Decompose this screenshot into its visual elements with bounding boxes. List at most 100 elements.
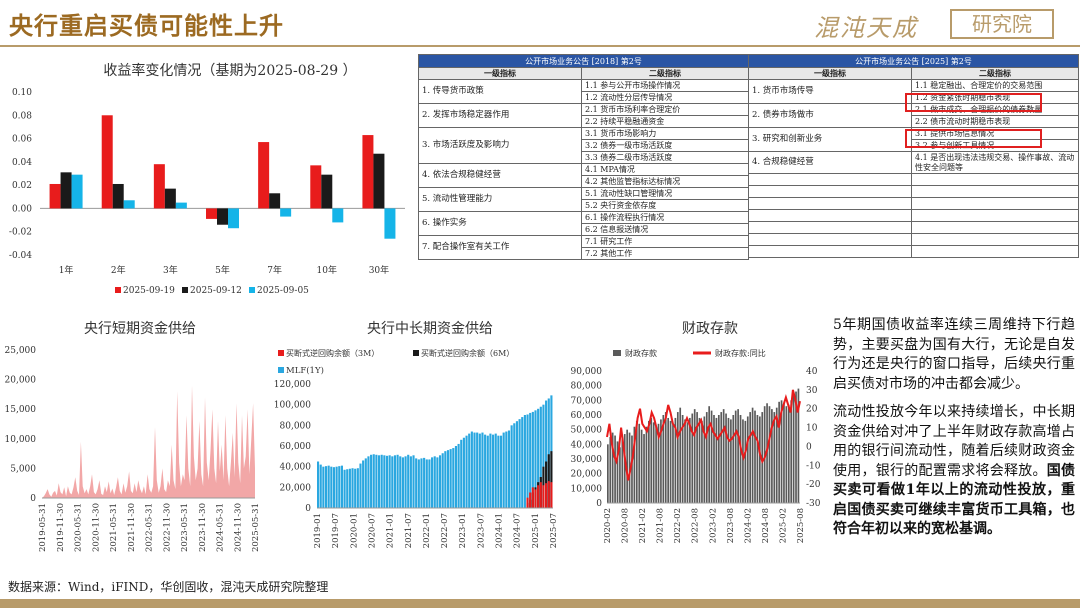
x-tick-label: 2023-05-31 <box>180 503 190 552</box>
table-2025-level2: 2.2 债市流动时期稳市表现 <box>911 115 1079 128</box>
bar-fiscal-deposit <box>638 423 641 503</box>
highlight-box-1-2 <box>905 93 1042 112</box>
table-2018-level2: 3.2 债券一级市场活跃度 <box>581 139 749 152</box>
bar-reverse-repo-3m <box>550 482 553 508</box>
bar-fiscal-deposit <box>756 415 759 503</box>
y-tick-label: -0.04 <box>9 251 32 261</box>
table-2025-empty-cell <box>748 221 912 234</box>
bar-mlf <box>388 455 391 508</box>
y-tick-label: 60,000 <box>571 411 603 421</box>
table-2025-level2: 1.1 稳定融出、合理定价的交易范围 <box>911 79 1079 92</box>
bar-fiscal-deposit <box>691 413 694 503</box>
short-chart-title: 央行短期资金供给 <box>84 321 196 337</box>
x-tick-label: 2025-02 <box>778 508 788 543</box>
bar-reverse-repo-3m <box>529 492 532 508</box>
table-2025-empty-cell <box>911 245 1079 258</box>
x-tick-label: 2023-11-30 <box>198 503 208 552</box>
bar-fiscal-deposit <box>727 417 730 503</box>
table-2018-row: 7. 配合操作室有关工作 7.1 研究工作 <box>418 235 749 260</box>
bar-fiscal-deposit <box>616 441 619 503</box>
table-2018-level2: 6.2 信息报送情况 <box>581 223 749 236</box>
bar-mlf <box>396 454 399 508</box>
y2-tick-label: 30 <box>806 386 818 396</box>
table-2025-empty-cell <box>911 173 1079 186</box>
bar-fiscal-deposit <box>773 412 776 503</box>
bar-mlf <box>351 468 354 508</box>
x-tick-label: 2019-07 <box>331 513 341 548</box>
bar-fiscal-deposit <box>775 407 778 503</box>
table-2025-empty-row <box>748 221 1079 234</box>
bar-2025-09-05 <box>332 208 344 223</box>
y-tick-label: 60,000 <box>280 442 312 452</box>
bar-fiscal-deposit <box>693 409 696 503</box>
table-2025-col2: 二级指标 <box>911 67 1079 80</box>
bar-mlf <box>367 456 370 508</box>
bar-fiscal-deposit <box>664 412 667 503</box>
y2-tick-label: -30 <box>806 499 821 509</box>
bar-reverse-repo-3m <box>534 489 537 508</box>
legend-swatch <box>413 350 419 356</box>
bar-mlf <box>322 466 325 508</box>
bar-mlf <box>438 455 442 508</box>
bar-fiscal-deposit <box>672 423 674 503</box>
bar-mlf <box>431 457 434 508</box>
table-2018-row: 6. 操作实务 6.1 操作流程执行情况 <box>418 211 749 236</box>
bar-2025-09-19 <box>206 208 217 219</box>
yield-chart: 0.10 0.08 0.06 0.04 0.02 0.00 -0.02 -0.04 1年 2年 3年… <box>9 88 405 296</box>
table-2025-empty-cell <box>748 209 912 222</box>
bar-mlf <box>518 419 521 508</box>
mid-supply-chart: 120,000 100,000 80,000 60,000 40,000 20,000 0 买… <box>274 348 559 548</box>
bar-fiscal-deposit <box>640 429 643 503</box>
bar-mlf <box>327 465 330 508</box>
x-tick-label: 2024-11-30 <box>233 503 243 552</box>
mid-chart-title: 央行中长期资金供给 <box>367 321 493 337</box>
table-2018-level2: 1.2 流动性分层传导情况 <box>581 91 749 104</box>
bar-mlf <box>523 415 526 508</box>
table-2018-level1: 1. 传导货币政策 <box>418 79 582 104</box>
table-2018-title: 公开市场业务公告 [2018] 第2号 <box>418 54 749 68</box>
bar-mlf <box>324 466 328 508</box>
y-tick-label: 20,000 <box>280 483 312 493</box>
y-tick-label: 0.10 <box>12 88 32 98</box>
bar-mlf <box>441 453 444 508</box>
y-tick-label: 5,000 <box>10 464 36 474</box>
bar-mlf <box>497 435 500 508</box>
x-tick-label: 2024-01 <box>495 513 505 548</box>
bar-reverse-repo-3m <box>542 485 545 508</box>
bar-fiscal-deposit <box>768 406 771 503</box>
y2-tick-label: 10 <box>806 424 818 434</box>
y-tick-label: 20,000 <box>571 470 603 480</box>
legend-swatch <box>115 287 121 293</box>
y-tick-label: 0 <box>305 504 311 514</box>
bar-fiscal-deposit <box>715 417 718 503</box>
bar-reverse-repo-3m <box>526 497 529 508</box>
bar-fiscal-deposit <box>701 420 703 503</box>
bar-mlf <box>454 446 458 508</box>
bar-mlf <box>531 411 534 508</box>
bar-mlf <box>494 433 497 508</box>
bar-fiscal-deposit <box>746 416 749 503</box>
table-2025-empty-cell <box>748 173 912 186</box>
bar-mlf <box>499 435 503 508</box>
bar-fiscal-deposit <box>795 391 797 503</box>
table-2018-row: 5. 流动性管理能力 5.1 流动性缺口管理情况 <box>418 187 749 212</box>
bar-fiscal-deposit <box>635 420 638 503</box>
table-2025-title: 公开市场业务公告 [2025] 第2号 <box>748 54 1079 68</box>
y-tick-label: 90,000 <box>571 367 603 377</box>
bar-mlf <box>356 468 359 508</box>
legend-swatch <box>278 350 284 356</box>
bar-mlf <box>468 433 471 508</box>
legend-label: 2025-09-05 <box>257 286 309 296</box>
table-2018-level2: 2.2 持续平稳融通资金 <box>581 115 749 128</box>
bar-mlf <box>401 457 404 508</box>
bar-fiscal-deposit <box>790 400 793 503</box>
bar-fiscal-deposit <box>742 419 744 503</box>
table-2025-empty-cell <box>911 209 1079 222</box>
x-tick-label: 2020-02 <box>603 508 613 543</box>
bar-2025-09-05 <box>123 200 135 209</box>
bar-fiscal-deposit <box>696 412 698 503</box>
bar-fiscal-deposit <box>643 434 645 503</box>
y-tick-label: 0 <box>30 494 36 504</box>
yield-chart-title: 收益率变化情况（基期为2025-08-29 ） <box>103 63 357 79</box>
bar-fiscal-deposit <box>633 426 636 503</box>
